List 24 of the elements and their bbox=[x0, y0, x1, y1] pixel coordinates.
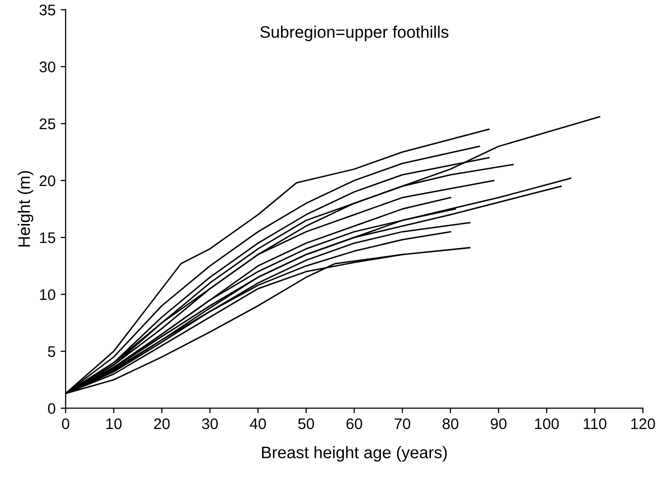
x-tick-label: 50 bbox=[298, 418, 314, 430]
x-tick-label: 90 bbox=[490, 418, 506, 430]
x-tick-label: 30 bbox=[202, 418, 218, 430]
x-tick-label: 80 bbox=[442, 418, 458, 430]
x-tick-label: 110 bbox=[584, 418, 606, 430]
y-tick-label: 10 bbox=[40, 289, 56, 300]
x-tick-label: 70 bbox=[394, 418, 410, 430]
x-tick-label: 0 bbox=[62, 418, 70, 430]
y-axis-title: Height (m) bbox=[18, 171, 34, 247]
x-tick-label: 100 bbox=[535, 418, 559, 430]
y-tick-label: 30 bbox=[39, 62, 56, 72]
text: Subregion=upper foothills bbox=[260, 26, 448, 42]
x-tick-label: 20 bbox=[154, 418, 170, 430]
y-tick-label: 20 bbox=[40, 175, 56, 186]
x-tick-label: 10 bbox=[106, 418, 122, 430]
y-tick-label: 35 bbox=[39, 4, 56, 16]
x-tick-label: 120 bbox=[631, 418, 656, 430]
y-tick-label: 5 bbox=[48, 346, 56, 357]
x-tick-label: 40 bbox=[250, 418, 266, 430]
y-tick-label: 25 bbox=[40, 118, 56, 130]
y-tick-label: 15 bbox=[40, 232, 56, 244]
x-tick-label: 60 bbox=[346, 418, 362, 430]
x-axis-title: Breast height age (years) bbox=[262, 446, 447, 462]
y-tick-label: 0 bbox=[48, 403, 56, 414]
